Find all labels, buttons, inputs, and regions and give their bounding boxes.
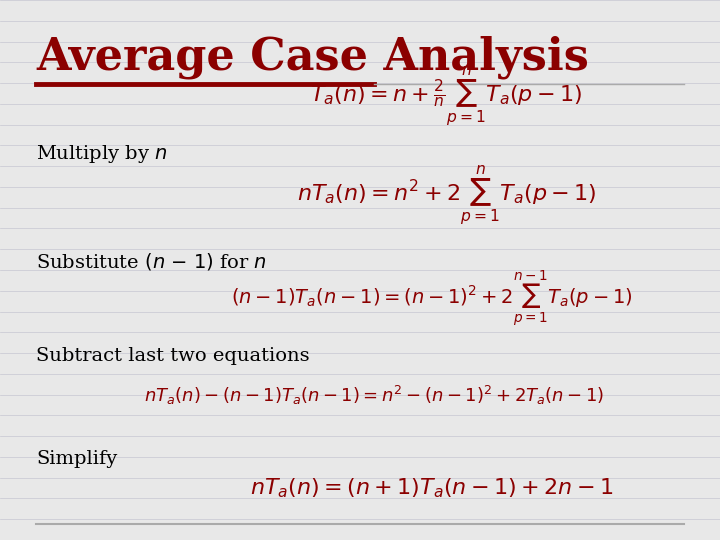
Text: Simplify: Simplify [36, 450, 117, 468]
Text: Subtract last two equations: Subtract last two equations [36, 347, 310, 366]
Text: $nT_a(n) = (n+1)T_a(n-1) + 2n - 1$: $nT_a(n) = (n+1)T_a(n-1) + 2n - 1$ [251, 477, 613, 501]
Text: Multiply by $n$: Multiply by $n$ [36, 143, 168, 165]
Text: $(n-1)T_a(n-1) = (n-1)^2 + 2\sum_{p=1}^{n-1} T_a(p-1)$: $(n-1)T_a(n-1) = (n-1)^2 + 2\sum_{p=1}^{… [231, 268, 633, 328]
Text: $nT_a(n) - (n-1)T_a(n-1) = n^2 - (n-1)^2 + 2T_a(n-1)$: $nT_a(n) - (n-1)T_a(n-1) = n^2 - (n-1)^2… [144, 384, 605, 407]
Text: Average Case Analysis: Average Case Analysis [36, 35, 589, 79]
Text: $nT_a(n) = n^2 + 2\sum_{p=1}^{n} T_a(p-1)$: $nT_a(n) = n^2 + 2\sum_{p=1}^{n} T_a(p-1… [297, 163, 596, 228]
Text: $T_a(n) = n + \frac{2}{n}\sum_{p=1}^{n} T_a(p-1)$: $T_a(n) = n + \frac{2}{n}\sum_{p=1}^{n} … [310, 65, 582, 130]
Text: Substitute $(n$ $-$ $1)$ for $n$: Substitute $(n$ $-$ $1)$ for $n$ [36, 252, 267, 272]
